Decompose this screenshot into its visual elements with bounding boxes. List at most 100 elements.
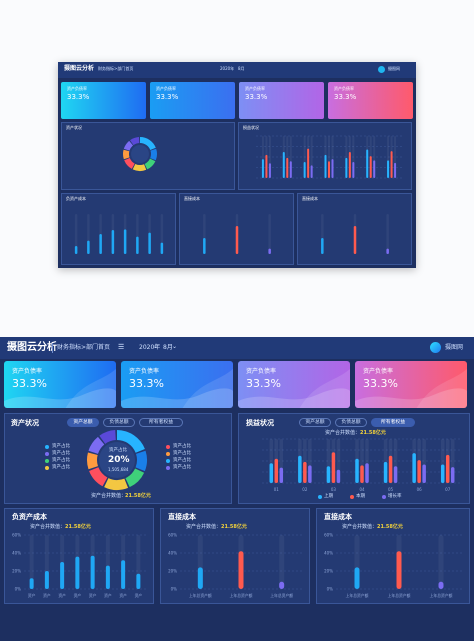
bar[interactable] (279, 581, 285, 589)
bar[interactable] (310, 165, 313, 178)
preview-kpi-card[interactable]: 资产负债率 33.3% (61, 82, 146, 119)
bar[interactable] (268, 248, 271, 254)
bar[interactable] (87, 240, 90, 254)
bar[interactable] (99, 234, 102, 254)
pie-slice[interactable] (135, 450, 147, 472)
bar[interactable] (289, 161, 292, 178)
bar[interactable] (440, 464, 445, 483)
bar[interactable] (303, 461, 307, 483)
bar[interactable] (197, 567, 203, 589)
bar[interactable] (261, 159, 264, 178)
bar[interactable] (274, 458, 279, 483)
bar[interactable] (328, 161, 330, 178)
bar[interactable] (365, 463, 369, 483)
bar[interactable] (298, 455, 302, 483)
bar[interactable] (326, 466, 331, 483)
bar[interactable] (360, 465, 364, 483)
pie-slice[interactable] (130, 137, 140, 146)
tab-asset_status-0[interactable]: 资产总额 (67, 418, 99, 427)
bar[interactable] (136, 236, 139, 254)
bar[interactable] (373, 160, 376, 178)
bar[interactable] (386, 248, 389, 254)
bar[interactable] (111, 230, 115, 254)
preview-kpi-card[interactable]: 资产负债率 33.3% (150, 82, 235, 119)
breadcrumb[interactable]: 财务指标>部门首页 (57, 344, 111, 351)
bar[interactable] (412, 453, 416, 483)
bar[interactable] (74, 246, 78, 254)
bar[interactable] (331, 159, 334, 178)
pie-slice[interactable] (104, 478, 129, 490)
pie-slice[interactable] (140, 137, 156, 150)
bar[interactable] (60, 562, 65, 589)
bar[interactable] (282, 151, 285, 178)
bar[interactable] (352, 162, 355, 178)
kpi-card[interactable]: 资产负债率 33.3% (238, 361, 350, 408)
pie-slice[interactable] (132, 163, 147, 171)
bar[interactable] (393, 466, 398, 483)
bar[interactable] (388, 455, 393, 483)
kpi-card[interactable]: 资产负债率 33.3% (4, 361, 116, 408)
bar[interactable] (345, 157, 348, 178)
bar[interactable] (44, 571, 49, 589)
bar[interactable] (348, 151, 351, 178)
tab-profit_status-0[interactable]: 资产总额 (299, 418, 331, 427)
preview-kpi-card[interactable]: 资产负债率 33.3% (328, 82, 413, 119)
bar[interactable] (324, 154, 327, 178)
bar[interactable] (450, 467, 455, 483)
menu-icon[interactable]: ☰ (118, 343, 125, 351)
tab-asset_status-2[interactable]: 所有者权益 (139, 418, 183, 427)
chevron-down-icon[interactable]: ⌄ (172, 343, 178, 350)
bar[interactable] (366, 149, 369, 178)
bar[interactable] (235, 226, 239, 254)
bar[interactable] (268, 163, 271, 178)
bar[interactable] (279, 467, 284, 483)
bar[interactable] (336, 469, 341, 483)
kpi-card[interactable]: 资产负债率 33.3% (121, 361, 233, 408)
bar[interactable] (105, 565, 110, 589)
pie-slice[interactable] (123, 140, 134, 151)
bar[interactable] (438, 581, 444, 589)
pie-slice[interactable] (88, 436, 105, 454)
chevron-down-icon[interactable]: ⌄ (153, 343, 159, 350)
bar[interactable] (354, 567, 360, 589)
bar[interactable] (387, 160, 390, 178)
preview-kpi-card[interactable]: 资产负债率 33.3% (239, 82, 324, 119)
pie-slice[interactable] (123, 149, 130, 160)
bar[interactable] (307, 148, 310, 178)
pie-slice[interactable] (89, 467, 108, 487)
tab-profit_status-2[interactable]: 所有者权益 (371, 418, 415, 427)
bar[interactable] (123, 229, 127, 254)
pie-slice[interactable] (125, 468, 145, 488)
bar[interactable] (75, 556, 80, 589)
bar[interactable] (353, 226, 357, 254)
bar[interactable] (238, 551, 244, 589)
bar[interactable] (445, 454, 450, 483)
date-year-select[interactable]: 2020年 (139, 344, 161, 351)
bar[interactable] (417, 460, 421, 483)
bar[interactable] (148, 232, 151, 254)
preview-nav[interactable]: 财务指标>部门首页 (98, 66, 134, 71)
preview-date[interactable]: 2020年 (220, 66, 235, 71)
bar[interactable] (355, 458, 359, 483)
bar[interactable] (269, 463, 274, 483)
bar[interactable] (396, 551, 402, 589)
tab-asset_status-1[interactable]: 负债总额 (103, 418, 135, 427)
pie-slice[interactable] (117, 430, 145, 453)
bar[interactable] (383, 461, 388, 483)
bar[interactable] (121, 560, 126, 589)
tab-profit_status-1[interactable]: 负债总额 (335, 418, 367, 427)
bar[interactable] (286, 157, 289, 178)
pie-slice[interactable] (99, 430, 116, 444)
bar[interactable] (331, 452, 336, 483)
avatar[interactable] (430, 342, 441, 353)
bar[interactable] (160, 242, 164, 254)
bar[interactable] (203, 238, 206, 254)
date-month-select[interactable]: 8月 (163, 344, 173, 351)
bar[interactable] (29, 578, 34, 589)
bar[interactable] (422, 464, 426, 483)
preview-avatar[interactable] (378, 66, 385, 73)
preview-user[interactable]: 摄图网 (388, 66, 400, 71)
pie-slice[interactable] (150, 148, 157, 161)
user-name[interactable]: 摄图网 (445, 344, 464, 351)
bar[interactable] (265, 154, 268, 178)
